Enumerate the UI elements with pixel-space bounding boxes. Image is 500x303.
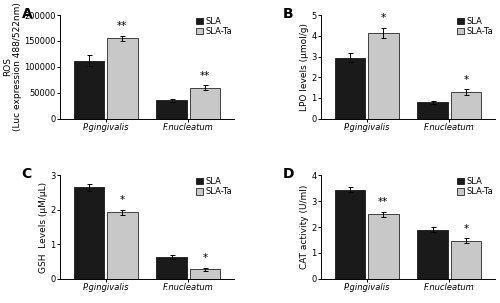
Bar (334, 190, 366, 279)
Y-axis label: CAT activity (U/ml): CAT activity (U/ml) (300, 185, 310, 269)
Bar (156, 257, 188, 279)
Legend: SLA, SLA-Ta: SLA, SLA-Ta (194, 16, 233, 37)
Bar (74, 61, 104, 118)
Bar (368, 33, 398, 118)
Bar (106, 38, 138, 118)
Bar (334, 58, 366, 118)
Legend: SLA, SLA-Ta: SLA, SLA-Ta (456, 16, 494, 37)
Y-axis label: GSH  Levels (μM/μL): GSH Levels (μM/μL) (40, 181, 48, 273)
Text: *: * (464, 224, 468, 234)
Bar (106, 212, 138, 279)
Text: *: * (380, 13, 386, 23)
Bar (190, 88, 220, 118)
Text: C: C (22, 167, 32, 181)
Bar (418, 230, 448, 279)
Text: **: ** (117, 21, 128, 31)
Text: B: B (282, 7, 294, 21)
Text: *: * (120, 195, 124, 205)
Y-axis label: LPO levels (μmol/g): LPO levels (μmol/g) (300, 23, 310, 111)
Bar (368, 214, 398, 279)
Text: A: A (22, 7, 32, 21)
Bar (450, 92, 482, 118)
Legend: SLA, SLA-Ta: SLA, SLA-Ta (456, 176, 494, 197)
Bar (74, 188, 104, 279)
Bar (156, 100, 188, 118)
Y-axis label: ROS
(Luc expression 488/522nm): ROS (Luc expression 488/522nm) (3, 2, 22, 131)
Text: **: ** (200, 71, 210, 81)
Text: D: D (282, 167, 294, 181)
Text: **: ** (378, 197, 388, 207)
Bar (450, 241, 482, 279)
Bar (418, 102, 448, 118)
Legend: SLA, SLA-Ta: SLA, SLA-Ta (194, 176, 233, 197)
Text: *: * (464, 75, 468, 85)
Bar (190, 269, 220, 279)
Text: *: * (202, 253, 207, 263)
